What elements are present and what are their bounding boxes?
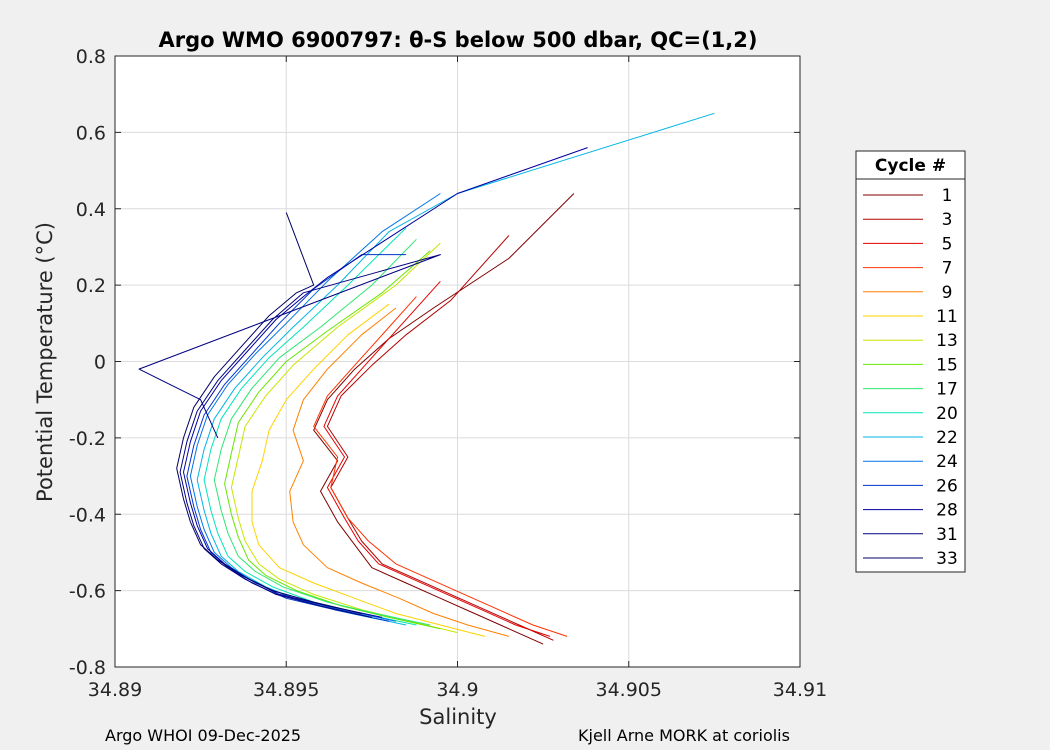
legend-label-cycle-26: 26: [936, 476, 958, 496]
legend-label-cycle-7: 7: [942, 259, 953, 279]
series-line-cycle-5: [323, 280, 551, 637]
y-tick-label: 0: [94, 352, 106, 374]
chart-title: Argo WMO 6900797: θ-S below 500 dbar, QC…: [159, 28, 758, 52]
y-tick-label: -0.6: [69, 581, 106, 603]
series-line-cycle-33: [176, 212, 362, 614]
legend-label-cycle-24: 24: [936, 452, 958, 472]
y-tick-label: 0.4: [76, 199, 106, 221]
legend-label-cycle-11: 11: [936, 307, 958, 327]
legend-label-cycle-20: 20: [936, 404, 958, 424]
footer-left: Argo WHOI 09-Dec-2025: [105, 726, 301, 745]
footer-right: Kjell Arne MORK at coriolis: [578, 726, 790, 745]
series-line-cycle-11: [251, 303, 486, 637]
series-line-cycle-31: [138, 254, 441, 618]
legend-label-cycle-28: 28: [936, 501, 958, 521]
series-lines: [138, 112, 715, 645]
legend-title: Cycle #: [875, 156, 946, 176]
series-line-cycle-1: [313, 193, 575, 645]
x-tick-label: 34.905: [596, 679, 662, 701]
x-tick-label: 34.89: [88, 679, 142, 701]
series-line-cycle-20: [203, 227, 417, 626]
y-tick-label: 0.2: [76, 275, 106, 297]
series-line-cycle-17: [213, 238, 431, 626]
series-line-cycle-9: [289, 307, 510, 637]
y-tick-label: -0.8: [69, 657, 106, 679]
legend-label-cycle-31: 31: [936, 525, 958, 545]
legend-label-cycle-33: 33: [936, 549, 958, 569]
legend-label-cycle-13: 13: [936, 331, 958, 351]
y-axis-label: Potential Temperature (°C): [33, 222, 57, 502]
legend-label-cycle-3: 3: [942, 210, 953, 230]
legend-label-cycle-22: 22: [936, 428, 958, 448]
series-line-cycle-7: [313, 296, 568, 637]
legend-label-cycle-17: 17: [936, 380, 958, 400]
x-tick-label: 34.91: [773, 679, 827, 701]
y-tick-label: 0.8: [76, 46, 106, 68]
legend-box: [855, 150, 966, 573]
legend-label-cycle-1: 1: [942, 186, 953, 206]
legend-label-cycle-5: 5: [942, 234, 953, 254]
y-tick-label: -0.4: [69, 504, 106, 526]
x-tick-label: 34.9: [436, 679, 478, 701]
y-tick-label: 0.6: [76, 122, 106, 144]
x-tick-label: 34.895: [253, 679, 319, 701]
x-axis-label: Salinity: [419, 705, 497, 729]
axis-ticks: 34.89 34.895 34.9 34.905 34.91 -0.8 -0.6 -0.4 -0…: [69, 46, 827, 701]
series-line-cycle-13: [230, 242, 458, 634]
legend-label-cycle-15: 15: [936, 355, 958, 375]
legend-label-cycle-9: 9: [942, 283, 953, 303]
series-line-cycle-15: [224, 250, 441, 630]
y-tick-label: -0.2: [69, 428, 106, 450]
